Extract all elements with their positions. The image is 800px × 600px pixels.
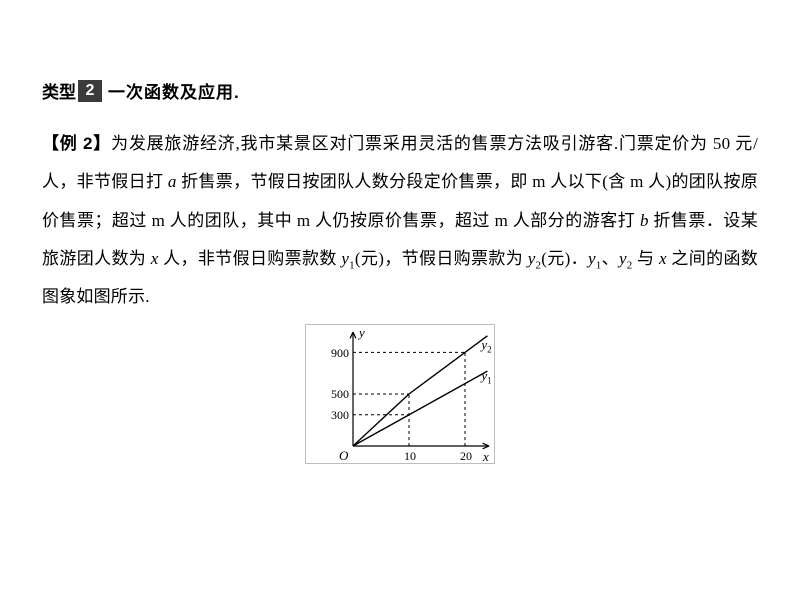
y-tick-300: 300 — [323, 409, 349, 421]
chart-container: y x O 300 500 900 10 20 y2 y1 — [42, 324, 758, 464]
y-tick-900: 900 — [323, 347, 349, 359]
x-tick-20: 20 — [457, 450, 475, 462]
example-label: 【例 2】 — [42, 134, 111, 153]
x-tick-10: 10 — [401, 450, 419, 462]
origin-label: O — [339, 449, 348, 462]
y-tick-500: 500 — [323, 388, 349, 400]
x-axis-label: x — [483, 450, 489, 463]
example-text: 为发展旅游经济,我市某景区对门票采用灵活的售票方法吸引游客.门票定价为 50 元… — [42, 134, 758, 306]
series-label-y1: y1 — [481, 369, 491, 386]
type-title: 一次函数及应用. — [108, 78, 240, 103]
line-chart: y x O 300 500 900 10 20 y2 y1 — [305, 324, 495, 464]
type-label: 类型 — [42, 78, 76, 103]
series-label-y2: y2 — [481, 338, 491, 355]
y-axis-label: y — [359, 326, 365, 339]
type-number-badge: 2 — [78, 80, 102, 102]
example-body: 【例 2】为发展旅游经济,我市某景区对门票采用灵活的售票方法吸引游客.门票定价为… — [42, 125, 758, 316]
type-header: 类型 2 一次函数及应用. — [42, 78, 758, 103]
